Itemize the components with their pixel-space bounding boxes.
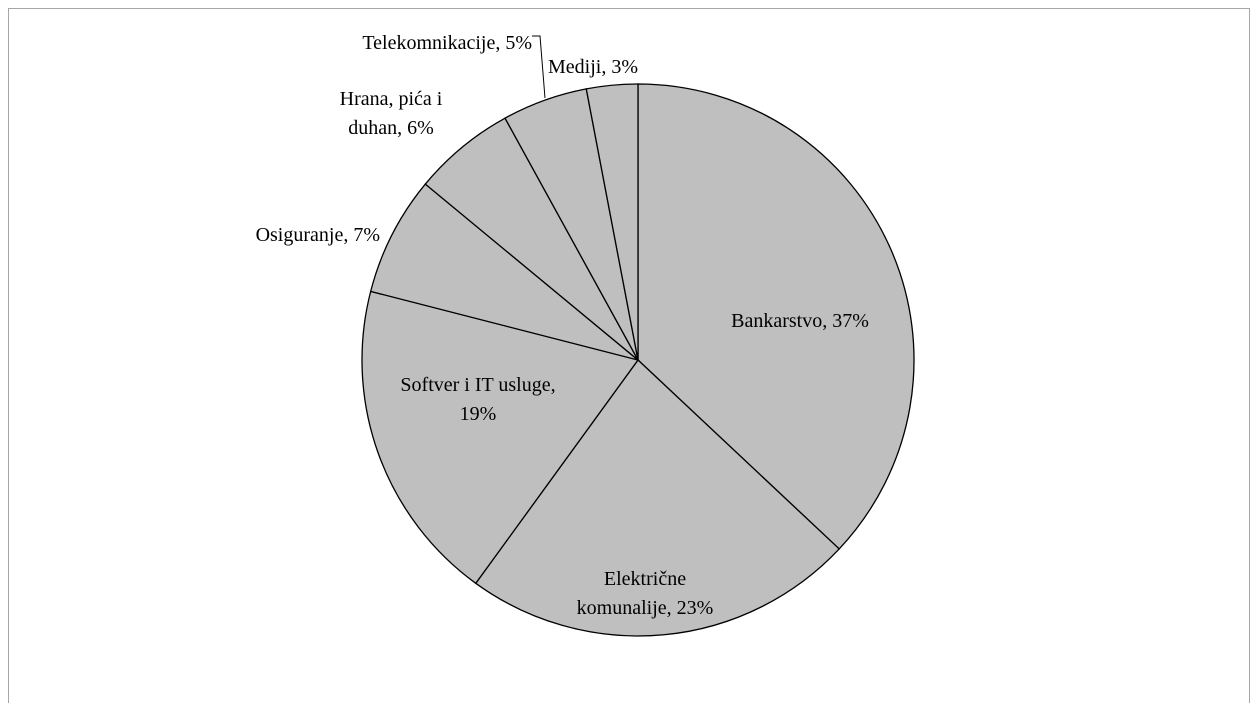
pie-slice [361,290,640,585]
data-label-line: duhan, 6% [348,117,434,139]
pie-slice [369,183,639,361]
data-label: Softver i IT usluge, 19% [400,374,555,425]
data-label: Bankarstvo, 37% [731,310,869,332]
data-label: Osiguranje, 7% [256,224,380,246]
pie-slice [474,359,841,637]
data-label: Hrana, pića i duhan, 6% [340,88,443,139]
data-label-line: Električne [604,568,686,590]
pie-slice [585,83,639,361]
data-label: Mediji, 3% [548,56,638,78]
pie-slice [637,83,915,550]
data-label-line: Hrana, pića i [340,88,443,110]
data-label: Električne komunalije, 23% [577,568,714,619]
pie [361,83,915,637]
data-label-line: Osiguranje, 7% [256,224,380,246]
data-label-line: Softver i IT usluge, [400,374,555,396]
data-label-line: 19% [460,403,497,425]
data-label-line: Mediji, 3% [548,56,638,78]
data-label-line: komunalije, 23% [577,597,714,619]
data-label-line: Telekomnikacije, 5% [362,32,532,54]
data-label: Telekomnikacije, 5% [362,32,532,54]
leader-line [532,35,546,99]
data-label-line: Bankarstvo, 37% [731,310,869,332]
chart-frame [8,8,1250,703]
